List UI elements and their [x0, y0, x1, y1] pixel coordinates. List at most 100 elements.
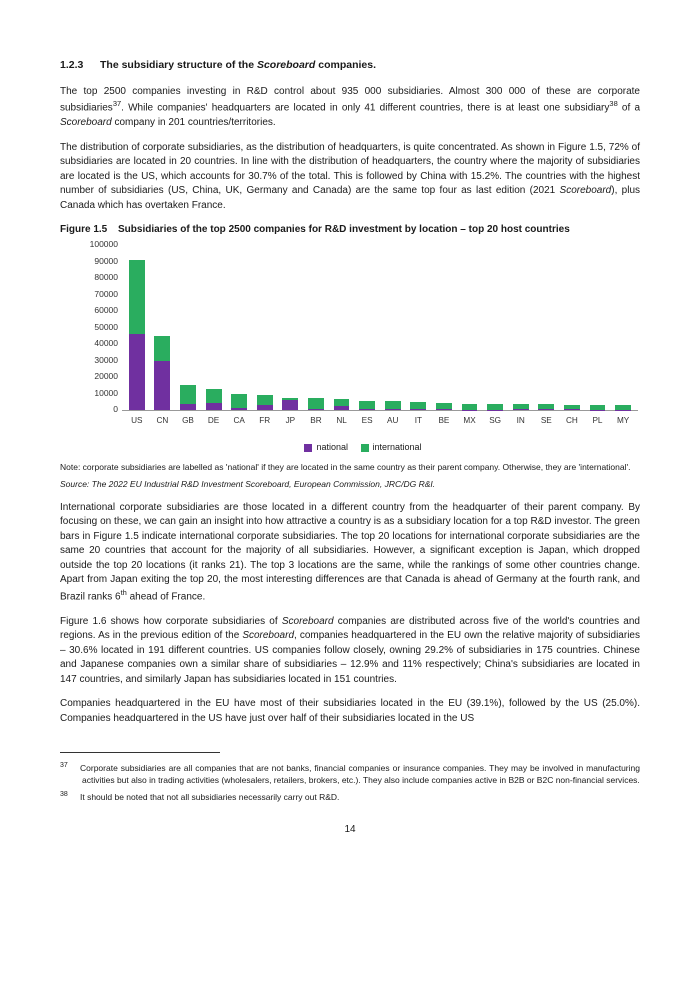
section-title-italic: Scoreboard — [257, 59, 315, 71]
bar-segment-international — [180, 385, 196, 404]
bar-stack — [359, 401, 375, 410]
p3-a: International corporate subsidiaries are… — [60, 502, 640, 602]
bar-segment-national — [513, 409, 529, 410]
paragraph-3: International corporate subsidiaries are… — [60, 501, 640, 605]
bar-slot: IN — [508, 245, 534, 410]
y-tick: 10000 — [78, 388, 118, 400]
x-category: BE — [431, 415, 457, 426]
page-number: 14 — [60, 823, 640, 837]
bar-slot: DE — [201, 245, 227, 410]
p1-d: Scoreboard — [60, 117, 112, 128]
legend-label-international: international — [373, 442, 422, 452]
figure-source: Source: The 2022 EU Industrial R&D Inves… — [60, 479, 640, 491]
bar-segment-international — [359, 401, 375, 409]
x-category: CN — [150, 415, 176, 426]
footnote-mark-38: 38 — [60, 790, 80, 799]
y-tick: 100000 — [78, 239, 118, 251]
bar-slot: IT — [406, 245, 432, 410]
bar-segment-international — [231, 394, 247, 409]
bar-slot: AU — [380, 245, 406, 410]
bar-stack — [385, 401, 401, 410]
x-category: BR — [303, 415, 329, 426]
legend-swatch-national — [304, 444, 312, 452]
bar-stack — [462, 404, 478, 410]
section-heading: 1.2.3The subsidiary structure of the Sco… — [60, 58, 640, 73]
section-title-b: companies. — [315, 59, 376, 71]
bar-stack — [590, 405, 606, 410]
bar-slot: GB — [175, 245, 201, 410]
bar-stack — [564, 405, 580, 410]
bar-slot: BR — [303, 245, 329, 410]
bar-segment-national — [257, 405, 273, 410]
figure-number: Figure 1.5 — [60, 223, 118, 237]
footnote-ref-38: 38 — [609, 99, 617, 108]
section-number: 1.2.3 — [60, 58, 100, 73]
x-category: GB — [175, 415, 201, 426]
x-category: IT — [406, 415, 432, 426]
bar-segment-national — [359, 409, 375, 410]
bar-slot: PL — [585, 245, 611, 410]
y-tick: 40000 — [78, 338, 118, 350]
bar-segment-international — [129, 260, 145, 334]
bar-stack — [436, 403, 452, 410]
bar-slot: NL — [329, 245, 355, 410]
x-category: PL — [585, 415, 611, 426]
footnote-mark-37: 37 — [60, 761, 80, 770]
legend-swatch-international — [361, 444, 369, 452]
figure-title: Figure 1.5Subsidiaries of the top 2500 c… — [60, 223, 640, 237]
bar-segment-national — [282, 400, 298, 410]
bar-slot: CN — [150, 245, 176, 410]
bar-segment-national — [334, 406, 350, 410]
bar-slot: JP — [278, 245, 304, 410]
bar-stack — [538, 404, 554, 410]
p2-a: The distribution of corporate subsidiari… — [60, 142, 640, 197]
x-category: SE — [534, 415, 560, 426]
bar-slot: MX — [457, 245, 483, 410]
legend-label-national: national — [316, 442, 348, 452]
bar-segment-international — [154, 336, 170, 361]
bar-stack — [410, 402, 426, 410]
bar-segment-international — [206, 389, 222, 403]
bar-chart: USCNGBDECAFRJPBRNLESAUITBEMXSGINSECHPLMY… — [78, 243, 638, 433]
p4-d: Scoreboard — [242, 630, 294, 641]
x-category: CA — [226, 415, 252, 426]
y-tick: 30000 — [78, 355, 118, 367]
plot-area: USCNGBDECAFRJPBRNLESAUITBEMXSGINSECHPLMY… — [122, 245, 638, 411]
bar-segment-international — [334, 399, 350, 406]
section-title-a: The subsidiary structure of the — [100, 59, 257, 71]
footnote-37: 37Corporate subsidiaries are all compani… — [60, 761, 640, 786]
paragraph-1: The top 2500 companies investing in R&D … — [60, 85, 640, 131]
bar-segment-national — [410, 409, 426, 410]
x-category: IN — [508, 415, 534, 426]
y-tick: 60000 — [78, 305, 118, 317]
bar-slot: MY — [610, 245, 636, 410]
bar-segment-national — [154, 361, 170, 411]
bar-slot: US — [124, 245, 150, 410]
p4-a: Figure 1.6 shows how corporate subsidiar… — [60, 616, 282, 627]
y-tick: 80000 — [78, 272, 118, 284]
bar-stack — [154, 336, 170, 410]
bar-segment-national — [385, 409, 401, 410]
bar-stack — [308, 398, 324, 410]
bar-segment-national — [231, 408, 247, 410]
x-category: NL — [329, 415, 355, 426]
bar-slot: ES — [354, 245, 380, 410]
y-tick: 50000 — [78, 322, 118, 334]
p3-b: ahead of France. — [127, 591, 205, 602]
bar-slot: BE — [431, 245, 457, 410]
bar-segment-national — [436, 409, 452, 410]
y-tick: 20000 — [78, 371, 118, 383]
bar-stack — [487, 404, 503, 410]
p1-e: company in 201 countries/territories. — [112, 117, 276, 128]
bar-slot: SG — [482, 245, 508, 410]
x-category: CH — [559, 415, 585, 426]
x-category: ES — [354, 415, 380, 426]
p1-b: . While companies' headquarters are loca… — [121, 103, 609, 114]
bars-group: USCNGBDECAFRJPBRNLESAUITBEMXSGINSECHPLMY — [122, 245, 638, 410]
paragraph-2: The distribution of corporate subsidiari… — [60, 141, 640, 214]
footnote-text-37: Corporate subsidiaries are all companies… — [80, 763, 640, 784]
paragraph-4: Figure 1.6 shows how corporate subsidiar… — [60, 615, 640, 688]
bar-segment-international — [308, 398, 324, 409]
bar-stack — [231, 394, 247, 410]
bar-segment-international — [385, 401, 401, 408]
